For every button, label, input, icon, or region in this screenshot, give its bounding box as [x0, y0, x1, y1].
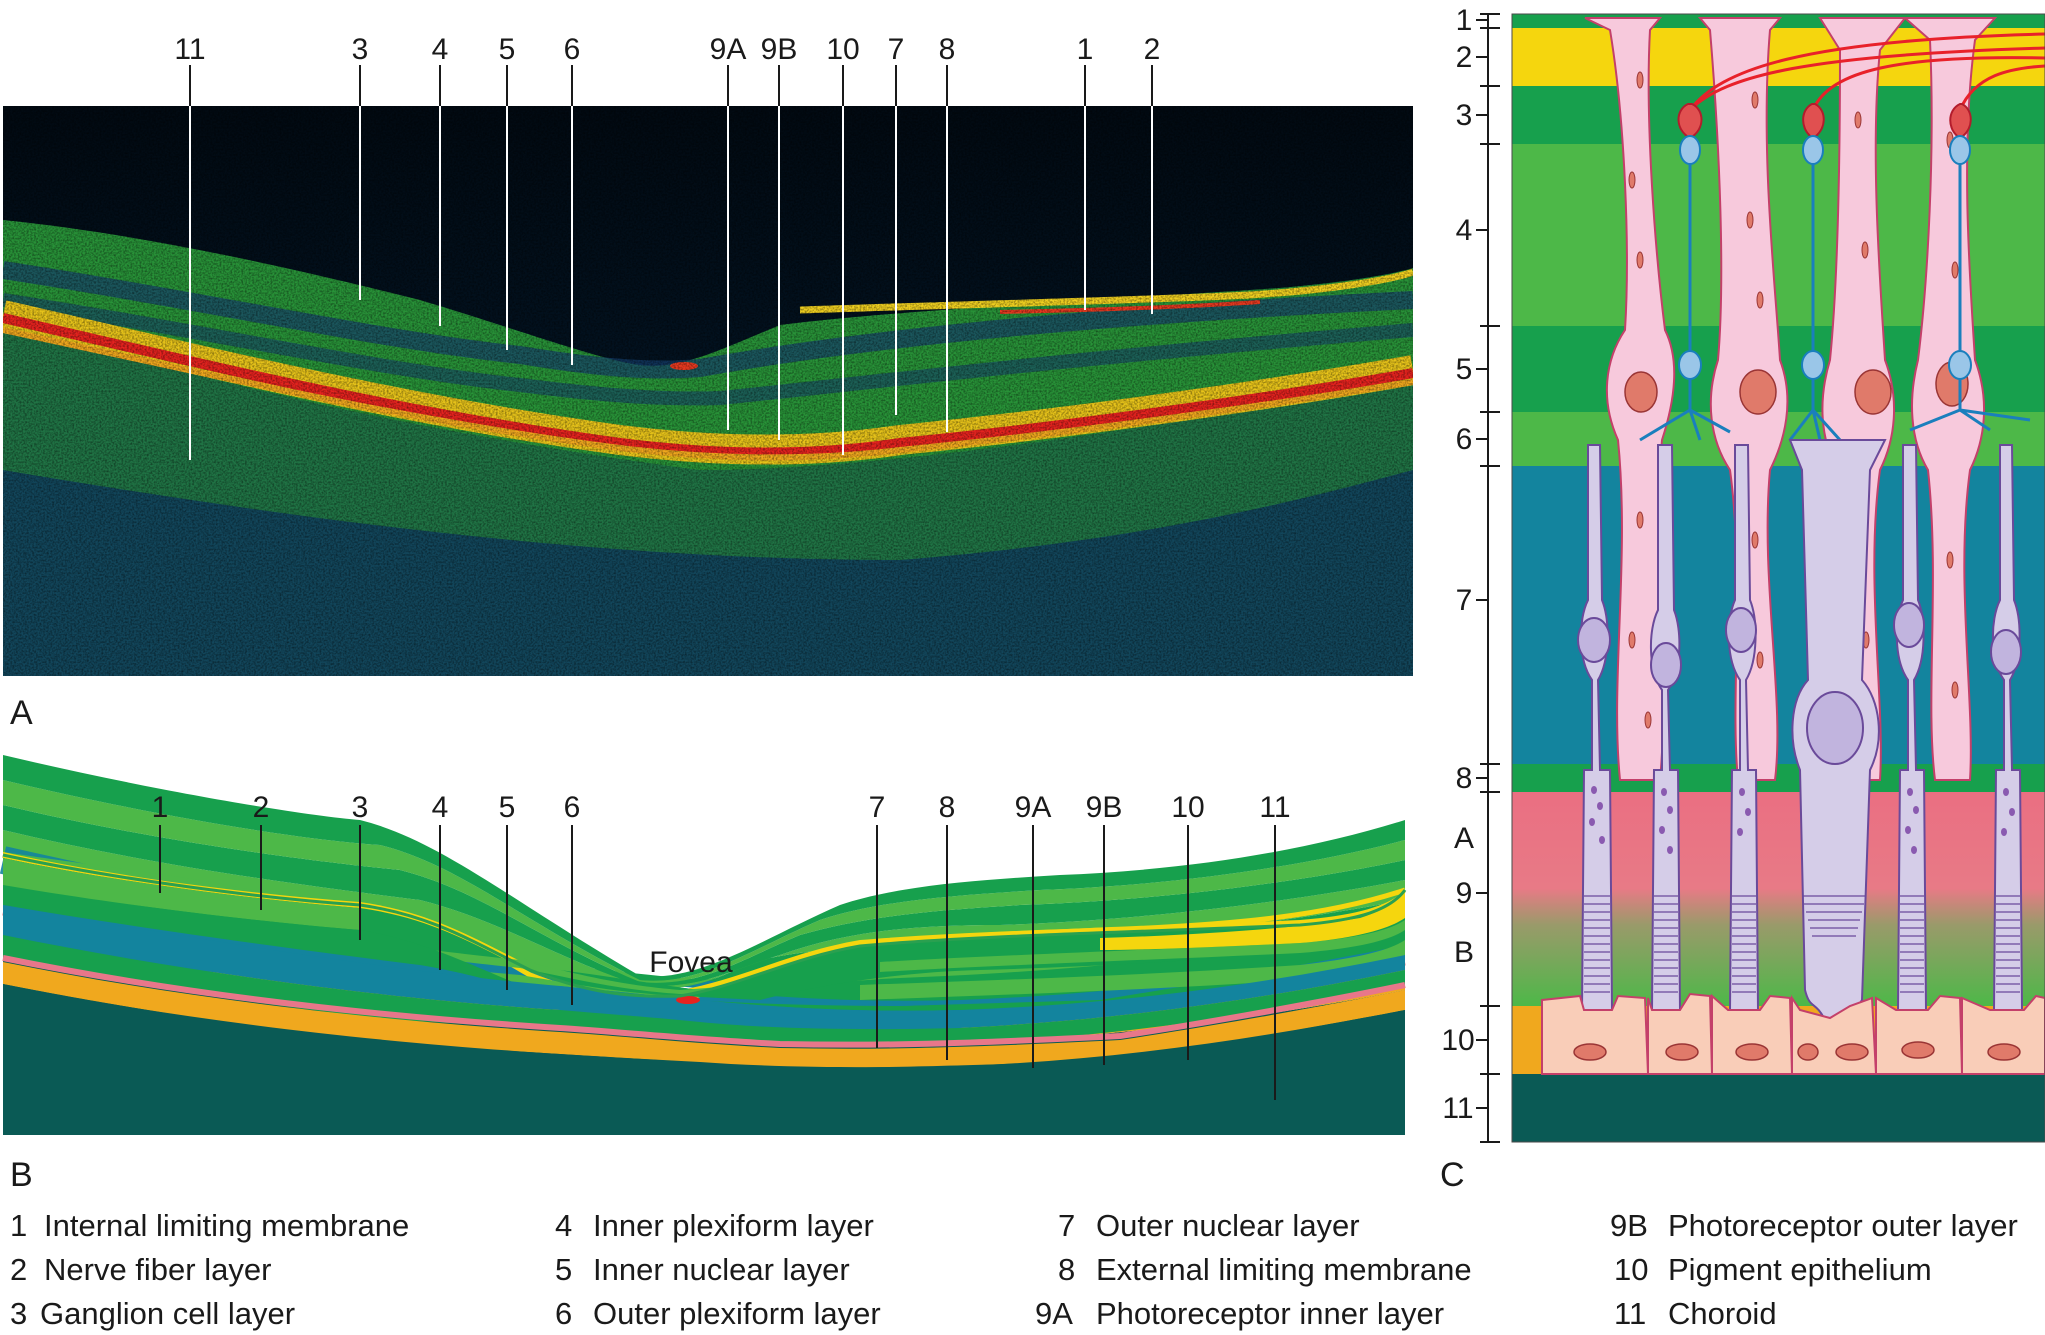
- panel-c-cells: [1512, 14, 2045, 1142]
- panel-c-scale-label: 1: [1456, 4, 1473, 37]
- rpe-cell: [1541, 994, 1650, 1075]
- panel-c-scale-label: B: [1454, 936, 1474, 969]
- legend-item: 1 Internal limiting membrane: [10, 1208, 409, 1244]
- legend-number: 6: [555, 1296, 573, 1331]
- fovea-spot: [676, 996, 700, 1004]
- panel-c-scale-label: 6: [1456, 423, 1473, 456]
- legend-number: 8: [1058, 1252, 1076, 1287]
- panel-b-label: 4: [432, 791, 449, 824]
- panel-a-oct-scan: [3, 106, 1413, 676]
- panel-c-scale-label: 2: [1456, 41, 1473, 74]
- panel-c-scale-label: 8: [1456, 762, 1473, 795]
- panel-a-leaders-top: [189, 65, 1153, 106]
- rpe-cell: [1875, 994, 1964, 1075]
- legend-text: External limiting membrane: [1096, 1252, 1472, 1287]
- panel-b-label: 8: [939, 791, 956, 824]
- legend-text: Choroid: [1668, 1296, 1777, 1331]
- legend-item: 8 External limiting membrane: [1058, 1252, 1472, 1288]
- panel-a-label: 5: [499, 33, 516, 66]
- legend-text: Internal limiting membrane: [44, 1208, 410, 1243]
- panel-b-label: 6: [564, 791, 581, 824]
- panel-b-leaders: [159, 825, 1276, 1100]
- panel-c-letter: C: [1440, 1156, 1465, 1194]
- panel-b-label: 2: [253, 791, 270, 824]
- legend-text: Outer plexiform layer: [593, 1296, 881, 1331]
- legend-text: Photoreceptor inner layer: [1096, 1296, 1445, 1331]
- panel-c-scale-label: 7: [1456, 584, 1473, 617]
- panel-b-label: 11: [1259, 791, 1290, 824]
- legend-number: 9A: [1035, 1296, 1073, 1331]
- fovea-label: Fovea: [649, 946, 733, 979]
- panel-b-label: 7: [869, 791, 886, 824]
- panel-b-label: 5: [499, 791, 516, 824]
- panel-c-scale-label: 11: [1442, 1092, 1473, 1125]
- legend-item: 9A Photoreceptor inner layer: [1035, 1296, 1444, 1332]
- legend-item: 11 Choroid: [1614, 1296, 1777, 1332]
- panel-b-composite: [2, 853, 1407, 1135]
- panel-b-label: 1: [152, 791, 169, 824]
- legend-item: 7 Outer nuclear layer: [1058, 1208, 1360, 1244]
- panel-c-scale-ticks: [1476, 13, 1500, 1143]
- legend-number: 11: [1614, 1296, 1647, 1331]
- panel-a-label: 3: [352, 33, 369, 66]
- panel-b-label: 9B: [1086, 791, 1123, 824]
- panel-c-scale-label: 5: [1456, 353, 1473, 386]
- legend-text: Inner nuclear layer: [593, 1252, 850, 1287]
- panel-c-scale-label: 4: [1456, 214, 1473, 247]
- legend-item: 6 Outer plexiform layer: [555, 1296, 881, 1332]
- panel-a-label: 4: [432, 33, 449, 66]
- panel-a-labels: 11 3 4 5 6 9A 9B 10 7 8 1 2: [174, 33, 1160, 66]
- legend-number: 5: [555, 1252, 573, 1287]
- legend-number: 4: [555, 1208, 573, 1243]
- legend-number: 7: [1058, 1208, 1076, 1243]
- legend-item: 3 Ganglion cell layer: [10, 1296, 295, 1332]
- legend-text: Nerve fiber layer: [44, 1252, 272, 1287]
- legend-number: 2: [10, 1252, 28, 1287]
- panel-a-label: 8: [939, 33, 956, 66]
- panel-a-letter: A: [10, 694, 33, 732]
- panel-c-scale-label: A: [1454, 822, 1474, 855]
- legend-item: 2 Nerve fiber layer: [10, 1252, 271, 1288]
- panel-b-label: 9A: [1015, 791, 1052, 824]
- panel-a-label: 9B: [761, 33, 798, 66]
- legend-text: Pigment epithelium: [1668, 1252, 1932, 1287]
- legend-text: Inner plexiform layer: [593, 1208, 874, 1243]
- legend-number: 1: [10, 1208, 28, 1243]
- panel-a-label: 2: [1144, 33, 1161, 66]
- panel-a-label: 1: [1077, 33, 1094, 66]
- panel-b-label: 3: [352, 791, 369, 824]
- panel-a-label: 6: [564, 33, 581, 66]
- legend-text: Outer nuclear layer: [1096, 1208, 1360, 1243]
- panel-b-labels: 1 2 3 4 5 6 7 8 9A 9B 10 11: [152, 791, 1291, 824]
- legend-item: 9B Photoreceptor outer layer: [1610, 1208, 2018, 1244]
- panel-a-label: 10: [826, 33, 859, 66]
- panel-c-scale-labels: 1 2 3 4 5 6 7 8 A 9 B 10 11: [1441, 4, 1474, 1125]
- legend-item: 4 Inner plexiform layer: [555, 1208, 874, 1244]
- panel-c-scale-label: 10: [1441, 1024, 1474, 1057]
- panel-b-label: 10: [1171, 791, 1204, 824]
- panel-a-label: 9A: [710, 33, 747, 66]
- panel-c-scale-label: 3: [1456, 99, 1473, 132]
- panel-c-scale-label: 9: [1456, 877, 1473, 910]
- legend-text: Ganglion cell layer: [40, 1296, 296, 1331]
- rpe-cell: [1711, 993, 1794, 1075]
- panel-a-label: 11: [174, 33, 205, 66]
- legend-item: 5 Inner nuclear layer: [555, 1252, 850, 1288]
- legend-number: 3: [10, 1296, 28, 1331]
- legend-number: 9B: [1610, 1208, 1648, 1243]
- legend-item: 10 Pigment epithelium: [1614, 1252, 1932, 1288]
- panel-b-letter: B: [10, 1156, 33, 1194]
- legend-number: 10: [1614, 1252, 1649, 1287]
- rpe-cell: [1961, 994, 2045, 1075]
- panel-a-label: 7: [888, 33, 905, 66]
- legend-text: Photoreceptor outer layer: [1668, 1208, 2018, 1243]
